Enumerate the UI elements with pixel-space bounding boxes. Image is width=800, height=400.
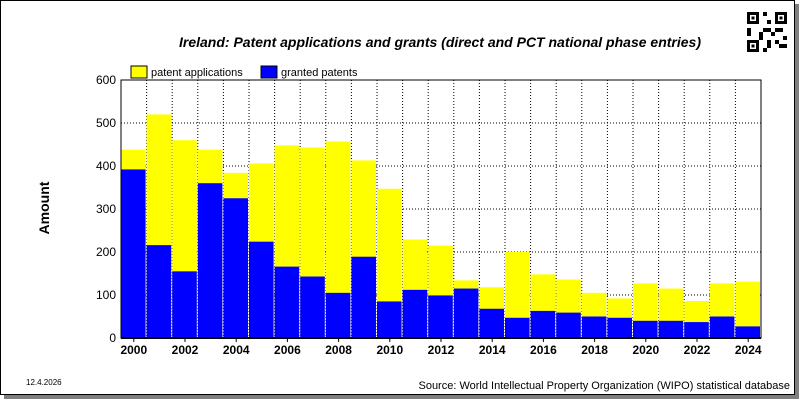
x-tick-label: 2014: [479, 343, 506, 357]
bar-granted-patents: [530, 310, 556, 338]
source-note: Source: World Intellectual Property Orga…: [418, 380, 790, 392]
x-tick-label: 2002: [172, 343, 199, 357]
bar-granted-patents: [197, 183, 223, 338]
bar-granted-patents: [121, 169, 146, 338]
bar-granted-patents: [735, 326, 760, 338]
bar-granted-patents: [351, 256, 376, 338]
bar-granted-patents: [428, 295, 453, 338]
bar-granted-patents: [709, 316, 735, 338]
legend: patent applications granted patents: [130, 65, 358, 79]
bars: [121, 114, 760, 339]
x-tick-label: 2020: [632, 343, 659, 357]
bar-granted-patents: [505, 317, 530, 338]
y-tick-label: 200: [96, 245, 116, 259]
x-tick-label: 2004: [223, 343, 250, 357]
x-tick-label: 2008: [325, 343, 352, 357]
bar-granted-patents: [172, 271, 197, 338]
bar-granted-patents: [556, 312, 581, 338]
y-tick-label: 300: [96, 202, 116, 216]
x-tick-label: 2016: [530, 343, 557, 357]
x-tick-label: 2022: [684, 343, 711, 357]
bar-granted-patents: [479, 308, 504, 338]
x-tick-label: 2000: [120, 343, 147, 357]
axes: 0 100 200 300 400 500 600 2000 2002 2004 2006 2008 2…: [96, 73, 762, 357]
y-tick-label: 0: [109, 331, 116, 345]
bar-granted-patents: [274, 266, 300, 338]
bar-granted-patents: [581, 316, 607, 338]
bar-granted-patents: [249, 241, 274, 338]
bar-granted-patents: [325, 292, 351, 338]
bar-granted-patents: [453, 288, 479, 338]
legend-label-grants: granted patents: [281, 67, 358, 79]
bar-granted-patents: [377, 301, 402, 338]
bar-granted-patents: [607, 317, 632, 338]
y-tick-label: 400: [96, 159, 116, 173]
bar-granted-patents: [223, 198, 248, 338]
y-tick-label: 100: [96, 288, 116, 302]
legend-swatch-applications: [130, 65, 148, 79]
bar-granted-patents: [658, 320, 684, 338]
x-tick-label: 2024: [735, 343, 762, 357]
qr-code-icon: [747, 12, 787, 52]
legend-label-applications: patent applications: [151, 67, 243, 79]
x-tick-label: 2006: [274, 343, 301, 357]
x-tick-label: 2010: [376, 343, 403, 357]
chart-title: Ireland: Patent applications and grants …: [179, 34, 701, 50]
bar-granted-patents: [684, 322, 709, 338]
y-tick-label: 600: [96, 73, 116, 87]
date-stamp: 12.4.2026: [26, 378, 62, 387]
bar-granted-patents: [402, 289, 428, 338]
x-tick-label: 2012: [428, 343, 455, 357]
bar-granted-patents: [300, 276, 325, 338]
bar-granted-patents: [146, 245, 172, 338]
bar-granted-patents: [633, 320, 658, 338]
x-tick-label: 2018: [581, 343, 608, 357]
y-tick-label: 500: [96, 116, 116, 130]
legend-swatch-grants: [260, 65, 278, 79]
